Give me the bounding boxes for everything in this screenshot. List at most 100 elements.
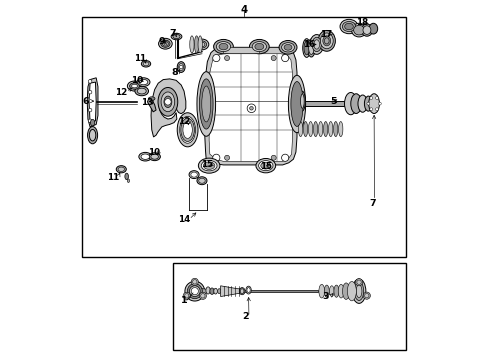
Ellipse shape	[139, 80, 148, 85]
Circle shape	[224, 155, 230, 160]
Text: 3: 3	[323, 292, 329, 301]
Ellipse shape	[252, 41, 267, 51]
Ellipse shape	[91, 120, 95, 126]
Polygon shape	[205, 47, 297, 165]
Text: 6: 6	[83, 96, 90, 105]
Ellipse shape	[310, 35, 323, 54]
Ellipse shape	[246, 286, 251, 294]
Ellipse shape	[314, 40, 319, 49]
Ellipse shape	[137, 88, 146, 94]
Circle shape	[282, 154, 289, 161]
Ellipse shape	[291, 82, 303, 126]
Ellipse shape	[132, 84, 137, 88]
Text: 10: 10	[148, 148, 160, 157]
Ellipse shape	[164, 96, 172, 108]
Ellipse shape	[214, 40, 233, 54]
Ellipse shape	[365, 96, 372, 111]
Circle shape	[185, 294, 189, 298]
Text: 1: 1	[181, 296, 187, 305]
Ellipse shape	[351, 23, 367, 37]
Ellipse shape	[339, 122, 343, 136]
Ellipse shape	[197, 41, 207, 48]
Ellipse shape	[141, 60, 151, 67]
Ellipse shape	[177, 113, 198, 147]
Text: 17: 17	[320, 30, 332, 39]
Circle shape	[367, 102, 370, 105]
Ellipse shape	[88, 127, 98, 144]
Ellipse shape	[127, 179, 129, 183]
Ellipse shape	[118, 167, 124, 171]
Text: 4: 4	[241, 5, 247, 15]
Ellipse shape	[239, 288, 245, 295]
Ellipse shape	[343, 283, 350, 300]
Ellipse shape	[300, 94, 304, 108]
Ellipse shape	[319, 284, 324, 298]
Ellipse shape	[340, 19, 358, 34]
Ellipse shape	[361, 24, 373, 36]
Ellipse shape	[139, 152, 152, 161]
Ellipse shape	[318, 31, 335, 51]
Circle shape	[375, 108, 378, 111]
Ellipse shape	[256, 158, 276, 173]
Ellipse shape	[352, 279, 366, 303]
Ellipse shape	[190, 286, 200, 297]
Ellipse shape	[161, 40, 170, 47]
Ellipse shape	[259, 161, 273, 171]
Circle shape	[247, 104, 256, 113]
Ellipse shape	[202, 86, 211, 122]
Ellipse shape	[314, 122, 318, 136]
Ellipse shape	[199, 178, 205, 183]
Circle shape	[349, 293, 353, 298]
Ellipse shape	[164, 42, 167, 45]
Circle shape	[224, 55, 230, 60]
Text: 16: 16	[303, 40, 316, 49]
Circle shape	[88, 90, 92, 94]
Ellipse shape	[89, 130, 96, 141]
Polygon shape	[209, 54, 293, 161]
Ellipse shape	[199, 79, 213, 129]
Circle shape	[199, 292, 206, 300]
Ellipse shape	[309, 41, 314, 54]
Ellipse shape	[303, 122, 308, 136]
Ellipse shape	[198, 158, 220, 173]
Ellipse shape	[240, 289, 244, 293]
Ellipse shape	[180, 116, 196, 143]
Ellipse shape	[284, 44, 292, 50]
Polygon shape	[220, 286, 242, 297]
Ellipse shape	[347, 282, 356, 301]
Circle shape	[213, 54, 220, 62]
Ellipse shape	[344, 23, 353, 30]
Ellipse shape	[298, 122, 303, 136]
Ellipse shape	[181, 118, 195, 141]
Text: 15: 15	[201, 160, 214, 169]
Polygon shape	[151, 79, 186, 137]
Circle shape	[375, 96, 378, 99]
Text: 18: 18	[356, 18, 368, 27]
Ellipse shape	[249, 40, 269, 54]
Ellipse shape	[344, 93, 357, 115]
Ellipse shape	[329, 122, 333, 136]
Bar	[223, 46, 259, 53]
Circle shape	[363, 292, 370, 299]
Text: 9: 9	[158, 37, 165, 46]
Ellipse shape	[363, 26, 371, 35]
Ellipse shape	[185, 281, 205, 301]
Circle shape	[355, 279, 363, 286]
Ellipse shape	[183, 121, 192, 138]
Ellipse shape	[203, 162, 215, 170]
Text: 12: 12	[115, 87, 127, 96]
Ellipse shape	[210, 288, 214, 294]
Ellipse shape	[179, 63, 184, 71]
Circle shape	[271, 55, 276, 60]
Ellipse shape	[368, 94, 379, 113]
Ellipse shape	[323, 122, 328, 136]
Text: 7: 7	[169, 29, 176, 38]
Ellipse shape	[309, 122, 313, 136]
Ellipse shape	[189, 171, 199, 179]
Circle shape	[370, 108, 373, 111]
Ellipse shape	[135, 86, 148, 96]
Ellipse shape	[195, 39, 209, 50]
Ellipse shape	[218, 289, 220, 294]
Ellipse shape	[177, 62, 185, 72]
Text: 15: 15	[261, 162, 272, 171]
